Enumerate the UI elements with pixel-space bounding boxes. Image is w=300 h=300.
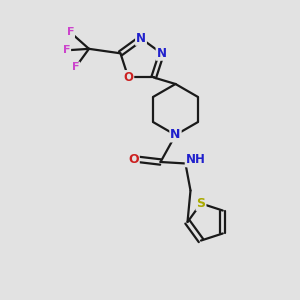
Text: S: S	[196, 197, 206, 210]
Text: F: F	[63, 45, 70, 55]
Text: O: O	[128, 152, 139, 166]
Text: O: O	[123, 71, 133, 84]
Text: F: F	[67, 27, 74, 37]
Text: NH: NH	[186, 153, 206, 167]
Text: N: N	[136, 32, 146, 45]
Text: N: N	[170, 128, 181, 142]
Text: N: N	[157, 47, 166, 60]
Text: F: F	[72, 62, 79, 72]
